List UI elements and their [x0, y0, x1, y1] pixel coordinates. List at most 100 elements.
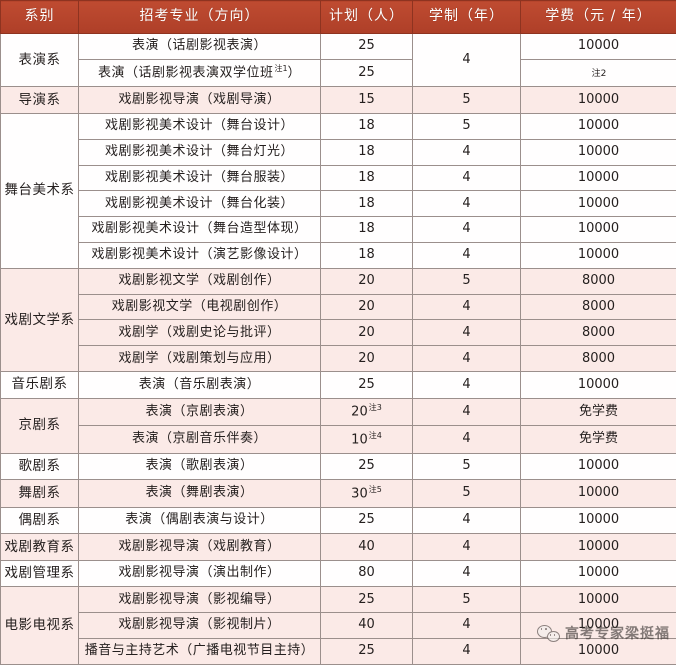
cell-years: 5 [412, 112, 521, 140]
cell-plan-count: 15 [320, 86, 413, 114]
cell-tuition-fee: 10000 [520, 506, 676, 535]
cell-plan-count: 20 [320, 319, 413, 347]
table-row: 播音与主持艺术（广播电视节目主持） 25 4 10000 [1, 637, 676, 665]
cell-plan-count: 25 [320, 586, 413, 614]
cell-major: 表演（话剧影视表演） [78, 33, 321, 60]
table-header-row: 系别 招考专业（方向） 计划（人） 学制（年） 学费（元 / 年） [0, 0, 676, 34]
cell-years: 5 [412, 86, 521, 114]
footnote-marker: 注3 [368, 403, 382, 413]
cell-years: 4 [412, 32, 521, 88]
cell-department: 音乐剧系 [0, 371, 79, 399]
cell-years: 4 [412, 345, 521, 373]
footnote-marker: 注5 [368, 484, 382, 494]
cell-years: 4 [412, 637, 521, 665]
cell-tuition-fee: 8000 [520, 293, 676, 321]
major-text-tail: ） [287, 65, 302, 81]
cell-plan-count: 25 [320, 452, 413, 481]
cell-tuition-fee: 8000 [520, 267, 676, 295]
cell-plan-count: 80 [320, 559, 413, 588]
cell-years: 4 [412, 164, 521, 192]
column-header-major: 招考专业（方向） [78, 0, 321, 34]
table-body: 表演系 表演（话剧影视表演） 25 4 10000 表演（话剧影视表演双学位班注1） 25 注… [0, 32, 676, 665]
cell-plan-count: 40 [320, 612, 413, 639]
cell-department: 导演系 [0, 86, 79, 114]
table-row: 表演（京剧音乐伴奏） 10注4 4 免学费 [1, 425, 676, 454]
table-row: 戏剧影视导演（影视制片） 40 4 10000 [1, 612, 676, 639]
cell-major: 戏剧影视美术设计（舞台灯光） [78, 138, 321, 166]
table-row: 京剧系 表演（京剧表演） 20注3 4 免学费 [0, 397, 676, 454]
cell-tuition-fee: 10000 [520, 190, 676, 218]
cell-tuition-fee: 免学费 [520, 425, 676, 454]
table-row: 戏剧影视美术设计（演艺影像设计） 18 4 10000 [1, 241, 676, 269]
cell-department: 戏剧文学系 [0, 267, 79, 373]
cell-years: 5 [412, 452, 521, 481]
footnote-marker: 注4 [368, 430, 382, 440]
table-row: 电影电视系 戏剧影视导演（影视编导） 25 5 10000 [0, 586, 676, 665]
cell-tuition-fee: 10000 [520, 86, 676, 114]
cell-years: 4 [412, 319, 521, 347]
cell-major: 戏剧影视文学（电视剧创作） [78, 293, 321, 321]
cell-major: 表演（舞剧表演） [78, 479, 321, 508]
cell-major: 戏剧影视导演（戏剧导演） [78, 86, 321, 114]
cell-years: 5 [412, 586, 521, 614]
cell-major: 戏剧影视导演（演出制作） [78, 559, 321, 588]
cell-plan-count: 40 [320, 533, 413, 561]
cell-years: 4 [412, 612, 521, 639]
cell-plan-count: 30注5 [320, 479, 413, 508]
table-row: 戏剧教育系 戏剧影视导演（戏剧教育） 40 4 10000 [0, 533, 676, 561]
cell-plan-count: 20 [320, 267, 413, 295]
table-row: 戏剧学（戏剧史论与批评） 20 4 8000 [1, 319, 676, 347]
cell-major: 戏剧学（戏剧策划与应用） [78, 345, 321, 373]
cell-years: 5 [412, 267, 521, 295]
column-header-fee: 学费（元 / 年） [520, 0, 676, 34]
cell-major: 戏剧影视美术设计（舞台设计） [78, 112, 321, 140]
cell-department: 偶剧系 [0, 506, 79, 535]
cell-major: 戏剧影视美术设计（舞台造型体现） [78, 216, 321, 243]
table-row: 戏剧影视文学（电视剧创作） 20 4 8000 [1, 293, 676, 321]
table-row: 戏剧影视美术设计（舞台化装） 18 4 10000 [1, 190, 676, 218]
cell-department: 表演系 [0, 32, 79, 88]
cell-tuition-fee: 10000 [520, 479, 676, 508]
table-header: 系别 招考专业（方向） 计划（人） 学制（年） 学费（元 / 年） [0, 0, 676, 34]
cell-tuition-fee: 10000 [520, 371, 676, 399]
table-row: 舞台美术系 戏剧影视美术设计（舞台设计） 18 5 10000 [0, 112, 676, 269]
cell-tuition-fee: 10000 [520, 637, 676, 665]
table-row: 戏剧影视美术设计（舞台灯光） 18 4 10000 [1, 138, 676, 166]
cell-major: 播音与主持艺术（广播电视节目主持） [78, 637, 321, 665]
major-text: 表演（话剧影视表演双学位班 [97, 65, 274, 81]
cell-tuition-fee: 免学费 [520, 397, 676, 427]
cell-major: 表演（音乐剧表演） [78, 371, 321, 399]
cell-major: 戏剧影视美术设计（演艺影像设计） [78, 241, 321, 269]
column-header-dept: 系别 [0, 0, 79, 34]
cell-tuition-fee: 8000 [520, 345, 676, 373]
cell-department: 戏剧教育系 [0, 533, 79, 561]
cell-tuition-fee: 8000 [520, 319, 676, 347]
cell-major: 表演（偶剧表演与设计） [78, 506, 321, 535]
cell-plan-count: 25 [320, 506, 413, 535]
cell-years: 4 [412, 190, 521, 218]
cell-department: 戏剧管理系 [0, 559, 79, 588]
cell-plan-count: 18 [320, 112, 413, 140]
cell-tuition-fee: 10000 [520, 138, 676, 166]
table-row: 歌剧系 表演（歌剧表演） 25 5 10000 [0, 452, 676, 481]
cell-plan-count: 10注4 [320, 425, 413, 454]
cell-plan-count: 25 [320, 637, 413, 665]
cell-tuition-fee: 10000 [520, 112, 676, 140]
cell-major: 表演（京剧音乐伴奏） [78, 425, 321, 454]
plan-count-value: 20 [351, 404, 368, 420]
cell-tuition-fee: 10000 [520, 559, 676, 588]
cell-department: 舞台美术系 [0, 112, 79, 269]
table-row: 戏剧影视美术设计（舞台造型体现） 18 4 10000 [1, 216, 676, 243]
cell-major: 戏剧影视美术设计（舞台服装） [78, 164, 321, 192]
column-header-plan: 计划（人） [320, 0, 413, 34]
cell-plan-count: 18 [320, 138, 413, 166]
cell-tuition-fee: 10000 [520, 533, 676, 561]
table-row: 导演系 戏剧影视导演（戏剧导演） 15 5 10000 [0, 86, 676, 114]
cell-years: 4 [412, 425, 521, 454]
cell-major: 戏剧影视导演（戏剧教育） [78, 533, 321, 561]
cell-department: 京剧系 [0, 397, 79, 454]
cell-plan-count: 25 [320, 371, 413, 399]
cell-years: 4 [412, 559, 521, 588]
cell-years: 4 [412, 506, 521, 535]
